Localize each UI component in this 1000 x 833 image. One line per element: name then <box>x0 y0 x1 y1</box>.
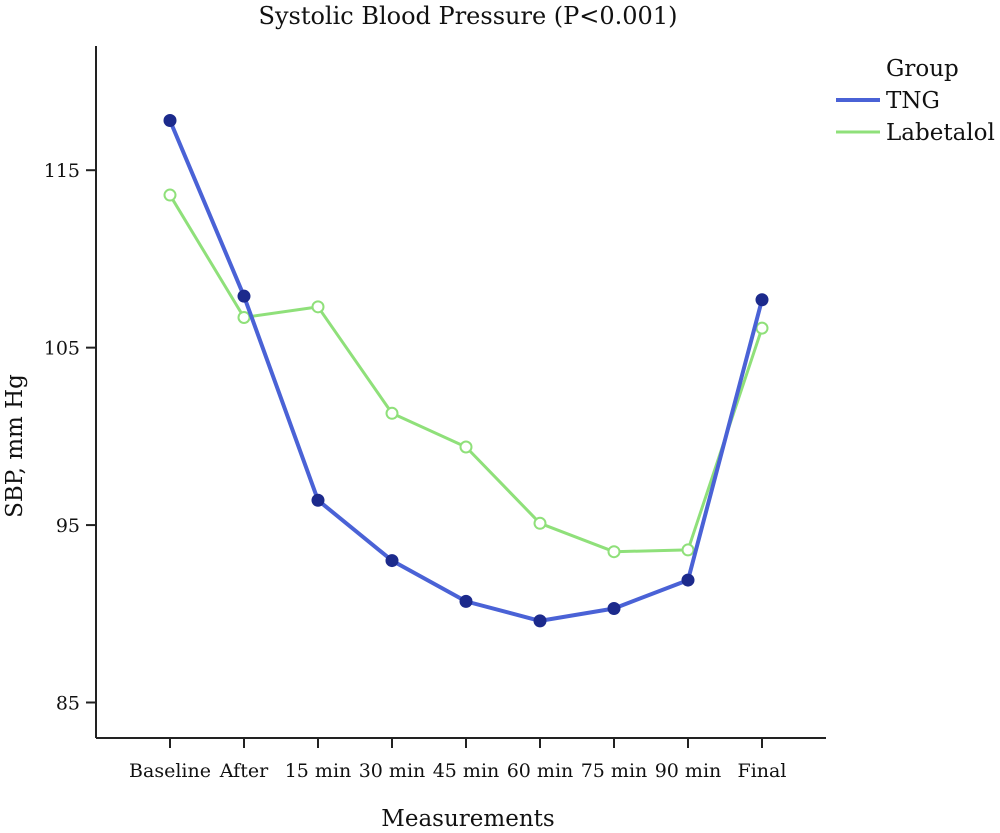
data-point-labetalol <box>311 300 325 314</box>
data-point-tng <box>163 114 177 128</box>
data-point-labetalol <box>237 310 251 324</box>
data-point-tng <box>311 493 325 507</box>
x-tick-label: 15 min <box>285 760 352 782</box>
series-labetalol <box>163 188 769 559</box>
series-line-tng <box>168 119 764 623</box>
data-point-tng <box>681 573 695 587</box>
y-tick-label: 105 <box>44 338 80 360</box>
legend: Group TNG Labetalol <box>836 56 995 146</box>
data-point-tng <box>385 554 399 568</box>
x-tick-label: 60 min <box>507 760 574 782</box>
x-tick-label: After <box>219 760 269 782</box>
data-point-labetalol <box>533 516 547 530</box>
x-tick-label: 75 min <box>581 760 648 782</box>
x-tick-label: 30 min <box>359 760 426 782</box>
y-ticks: 85 95 105 115 <box>44 160 96 715</box>
series-layer <box>163 114 769 628</box>
data-point-tng <box>237 289 251 303</box>
x-tick-label: 45 min <box>433 760 500 782</box>
x-axis-label: Measurements <box>381 806 554 832</box>
series-tng <box>163 114 769 628</box>
x-tick-label: Final <box>738 760 787 782</box>
data-point-labetalol <box>385 406 399 420</box>
y-tick-label: 85 <box>56 693 80 715</box>
data-point-labetalol <box>459 440 473 454</box>
y-tick-label: 95 <box>56 515 80 537</box>
data-point-labetalol <box>607 545 621 559</box>
data-point-tng <box>755 293 769 307</box>
legend-label-labetalol: Labetalol <box>886 120 995 146</box>
y-axis-label: SBP, mm Hg <box>2 374 28 518</box>
chart-title: Systolic Blood Pressure (P<0.001) <box>259 2 678 30</box>
x-tick-label: Baseline <box>129 760 211 782</box>
legend-title: Group <box>886 56 959 82</box>
y-tick-label: 115 <box>44 160 80 182</box>
x-tick-label: 90 min <box>655 760 722 782</box>
data-point-tng <box>533 614 547 628</box>
x-ticks: Baseline After 15 min 30 min 45 min 60 min 75 … <box>129 738 786 782</box>
data-point-labetalol <box>755 321 769 335</box>
series-line-labetalol <box>168 194 764 554</box>
axes <box>95 46 826 739</box>
legend-items: TNG Labetalol <box>836 88 995 146</box>
legend-label-tng: TNG <box>886 88 940 114</box>
data-point-labetalol <box>681 543 695 557</box>
data-point-tng <box>607 601 621 615</box>
data-point-labetalol <box>163 188 177 202</box>
data-point-tng <box>459 594 473 608</box>
